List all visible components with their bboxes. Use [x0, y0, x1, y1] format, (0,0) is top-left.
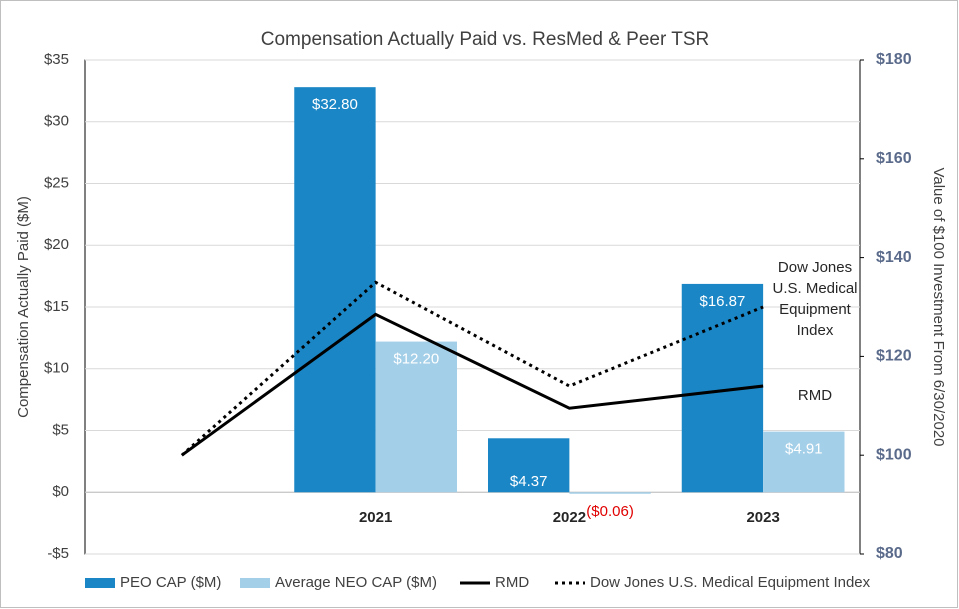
y2-tick-label: $100 [876, 446, 912, 463]
bar [294, 87, 376, 493]
legend-swatch [85, 578, 115, 588]
x-tick-label: 2022 [553, 509, 586, 526]
annotation: RMD [798, 387, 832, 404]
y-tick-label: $25 [44, 174, 69, 191]
y2-tick-label: $80 [876, 545, 903, 562]
y-tick-label: $15 [44, 298, 69, 315]
y-tick-label: $30 [44, 113, 69, 130]
x-tick-label: 2023 [746, 509, 779, 526]
bar [488, 438, 570, 493]
legend-label: Dow Jones U.S. Medical Equipment Index [590, 574, 871, 591]
value-label: $4.37 [510, 473, 548, 490]
y2-tick-label: $180 [876, 51, 912, 68]
legend-label: Average NEO CAP ($M) [275, 574, 437, 591]
value-label: $32.80 [312, 96, 358, 113]
y-tick-label: $5 [52, 421, 69, 438]
bar [763, 431, 845, 493]
annotation: Dow Jones [778, 259, 852, 276]
annotation: Index [797, 322, 834, 339]
legend-label: PEO CAP ($M) [120, 574, 221, 591]
value-label: ($0.06) [586, 503, 634, 520]
value-label: $4.91 [785, 441, 823, 458]
chart-title: Compensation Actually Paid vs. ResMed & … [261, 29, 709, 50]
y2-tick-label: $140 [876, 249, 912, 266]
legend-swatch [240, 578, 270, 588]
bar [375, 341, 457, 493]
y2-axis-label: Value of $100 Investment From 6/30/2020 [930, 167, 947, 446]
x-tick-label: 2021 [359, 509, 392, 526]
y-tick-label: $20 [44, 236, 69, 253]
y-tick-label: $0 [52, 483, 69, 500]
y2-tick-label: $120 [876, 348, 912, 365]
bar [569, 492, 651, 494]
y-tick-label: $35 [44, 51, 69, 68]
y2-tick-label: $160 [876, 150, 912, 167]
line-series [180, 312, 764, 457]
y-tick-label: -$5 [47, 545, 69, 562]
annotation: U.S. Medical [772, 280, 857, 297]
value-label: $12.20 [393, 351, 439, 368]
annotation: Equipment [779, 301, 852, 318]
legend-label: RMD [495, 574, 529, 591]
y-axis-label: Compensation Actually Paid ($M) [15, 196, 32, 418]
y-tick-label: $10 [44, 360, 69, 377]
value-label: $16.87 [699, 293, 745, 310]
